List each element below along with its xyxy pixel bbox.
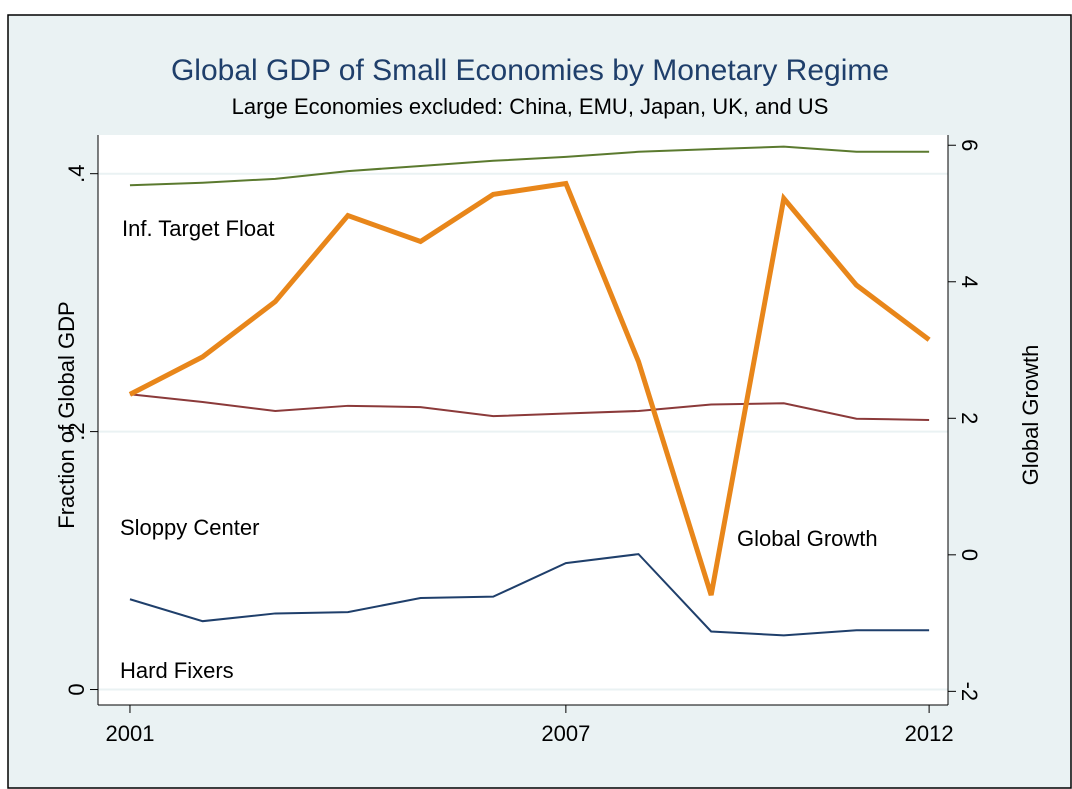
series-line xyxy=(128,180,931,596)
y-axis-label: Fraction of Global GDP xyxy=(54,301,79,528)
y2-axis-label: Global Growth xyxy=(1018,345,1043,486)
series-label: Inf. Target Float xyxy=(122,216,274,241)
y2-tick-label: -2 xyxy=(957,682,982,702)
y2-tick-label: 4 xyxy=(957,276,982,288)
plot-area xyxy=(98,135,948,705)
y-tick-label: 0 xyxy=(64,683,89,695)
series-line xyxy=(129,145,930,187)
x-tick-label: 2001 xyxy=(105,721,154,746)
y-tick-label: .4 xyxy=(64,165,89,183)
series-line xyxy=(129,393,930,421)
x-tick-label: 2007 xyxy=(541,721,590,746)
y2-tick-label: 2 xyxy=(957,412,982,424)
y2-tick-label: 6 xyxy=(957,139,982,151)
series-line xyxy=(129,553,930,637)
series-label: Hard Fixers xyxy=(120,658,234,683)
series-label: Sloppy Center xyxy=(120,515,259,540)
x-tick-label: 2012 xyxy=(905,721,954,746)
series-label: Global Growth xyxy=(737,526,878,551)
y2-tick-label: 0 xyxy=(957,549,982,561)
chart-title: Global GDP of Small Economies by Monetar… xyxy=(171,54,889,87)
y-tick-label: .2 xyxy=(64,422,89,440)
chart-subtitle: Large Economies excluded: China, EMU, Ja… xyxy=(232,94,829,119)
